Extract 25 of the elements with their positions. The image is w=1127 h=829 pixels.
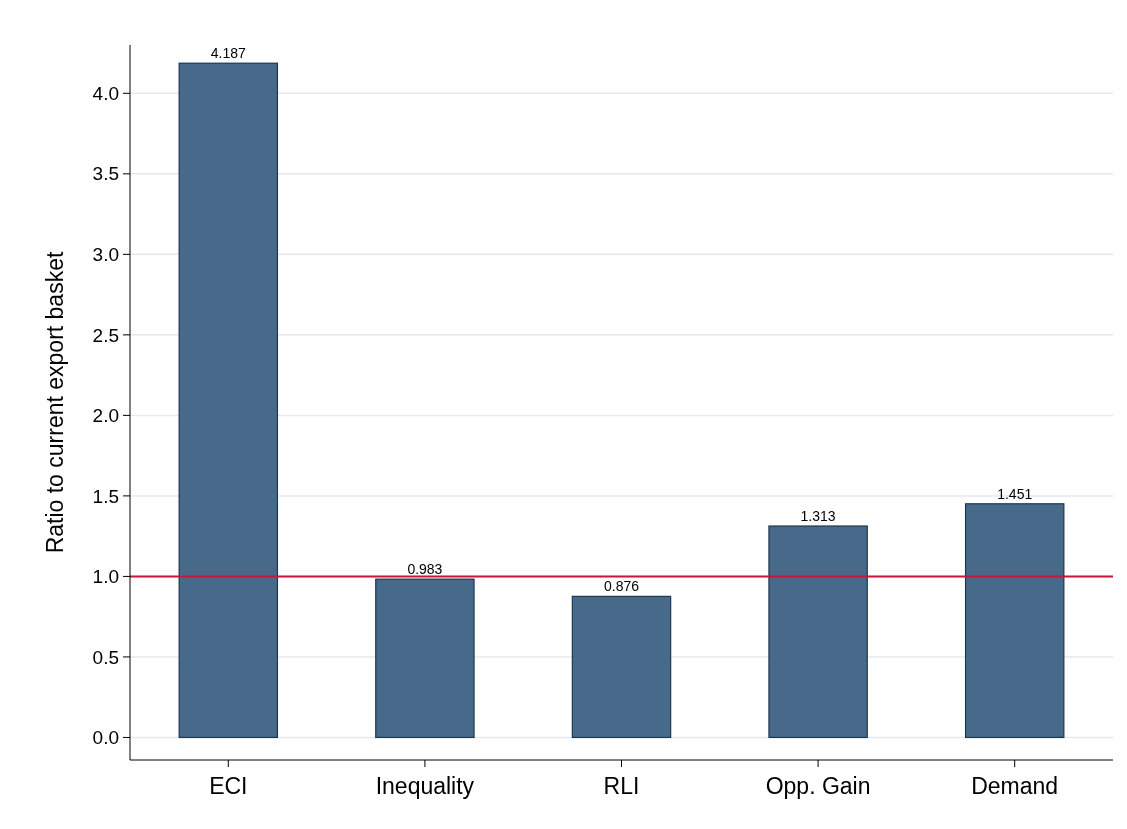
y-tick-label: 0.0: [92, 727, 119, 749]
data-label: 0.876: [603, 578, 640, 595]
x-tick-label: RLI: [603, 773, 640, 799]
x-tick-label: Opp. Gain: [765, 773, 871, 799]
y-axis-title: Ratio to current export basket: [42, 251, 68, 554]
y-tick-label: 3.0: [92, 244, 119, 265]
data-label: 4.187: [210, 45, 247, 62]
x-tick-label: Demand: [971, 773, 1059, 799]
y-tick-label: 1.0: [92, 566, 119, 588]
y-tick-label: 1.5: [92, 485, 119, 507]
data-label: 1.451: [997, 485, 1033, 502]
x-tick-label: Inequality: [375, 773, 475, 799]
x-tick-label: ECI: [209, 773, 248, 799]
y-tick-label: 3.5: [92, 163, 119, 185]
data-label: 0.983: [407, 561, 443, 578]
bar: [964, 503, 1065, 739]
bar: [768, 525, 868, 739]
bar: [178, 62, 279, 739]
bar: [571, 595, 672, 739]
y-tick-label: 4.0: [92, 82, 119, 104]
y-tick-label: 2.0: [92, 405, 119, 427]
data-label: 1.313: [800, 508, 836, 525]
y-tick-label: 2.5: [92, 324, 119, 346]
y-tick-label: 0.5: [92, 646, 119, 668]
bar: [375, 578, 475, 739]
